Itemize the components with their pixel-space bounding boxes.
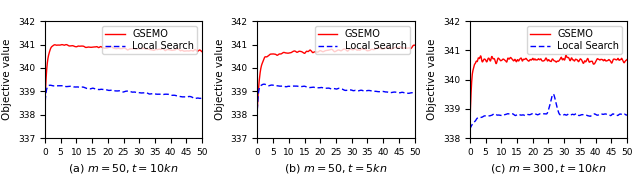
Local Search bbox=[408, 92, 415, 94]
Line: Local Search: Local Search bbox=[470, 94, 627, 129]
Local Search bbox=[195, 97, 203, 99]
Y-axis label: Objective value: Objective value bbox=[428, 39, 437, 120]
GSEMO bbox=[411, 44, 419, 46]
GSEMO bbox=[195, 49, 203, 52]
X-axis label: (b) $m = 50, t = 5kn$: (b) $m = 50, t = 5kn$ bbox=[284, 162, 388, 175]
Local Search bbox=[348, 89, 355, 91]
Local Search bbox=[623, 114, 631, 116]
GSEMO bbox=[541, 58, 549, 60]
Local Search bbox=[46, 84, 54, 86]
GSEMO bbox=[116, 47, 124, 50]
Y-axis label: Objective value: Objective value bbox=[3, 39, 12, 120]
GSEMO bbox=[347, 48, 355, 50]
GSEMO bbox=[623, 58, 631, 60]
GSEMO bbox=[135, 48, 143, 50]
Local Search bbox=[135, 92, 143, 94]
GSEMO bbox=[466, 131, 474, 133]
GSEMO bbox=[170, 49, 178, 51]
Local Search bbox=[549, 93, 557, 95]
GSEMO bbox=[41, 108, 49, 110]
GSEMO bbox=[328, 48, 336, 50]
GSEMO bbox=[559, 58, 567, 60]
X-axis label: (a) $m = 50, t = 10kn$: (a) $m = 50, t = 10kn$ bbox=[68, 162, 179, 175]
GSEMO bbox=[127, 48, 134, 50]
Local Search bbox=[260, 83, 268, 85]
Local Search bbox=[127, 90, 134, 93]
GSEMO bbox=[407, 47, 415, 50]
Line: GSEMO: GSEMO bbox=[470, 55, 627, 132]
GSEMO bbox=[620, 61, 628, 63]
GSEMO bbox=[595, 58, 603, 61]
GSEMO bbox=[551, 60, 559, 62]
GSEMO bbox=[339, 49, 346, 51]
GSEMO bbox=[383, 47, 390, 49]
GSEMO bbox=[562, 54, 570, 56]
Local Search bbox=[339, 88, 347, 90]
GSEMO bbox=[117, 48, 125, 50]
Local Search bbox=[116, 90, 124, 92]
Local Search bbox=[541, 113, 549, 115]
Local Search bbox=[170, 94, 178, 96]
Y-axis label: Objective value: Objective value bbox=[215, 39, 225, 120]
Local Search bbox=[117, 90, 125, 92]
Local Search bbox=[560, 114, 568, 116]
GSEMO bbox=[541, 59, 548, 61]
Local Search bbox=[620, 113, 628, 115]
Local Search bbox=[383, 91, 390, 93]
GSEMO bbox=[253, 107, 261, 110]
X-axis label: (c) $m = 300, t = 10kn$: (c) $m = 300, t = 10kn$ bbox=[490, 162, 607, 175]
Line: Local Search: Local Search bbox=[45, 85, 202, 110]
GSEMO bbox=[198, 51, 206, 53]
Local Search bbox=[198, 97, 206, 99]
Local Search bbox=[466, 128, 474, 130]
Line: GSEMO: GSEMO bbox=[45, 45, 202, 109]
GSEMO bbox=[63, 44, 70, 46]
Local Search bbox=[41, 109, 49, 111]
Local Search bbox=[552, 99, 559, 101]
Line: Local Search: Local Search bbox=[257, 84, 415, 110]
GSEMO bbox=[410, 44, 418, 46]
Local Search bbox=[595, 113, 603, 116]
Line: GSEMO: GSEMO bbox=[257, 45, 415, 109]
Local Search bbox=[253, 109, 261, 111]
Legend: GSEMO, Local Search: GSEMO, Local Search bbox=[102, 26, 197, 54]
Legend: GSEMO, Local Search: GSEMO, Local Search bbox=[527, 26, 622, 54]
GSEMO bbox=[329, 49, 337, 52]
Local Search bbox=[328, 88, 336, 90]
Legend: GSEMO, Local Search: GSEMO, Local Search bbox=[315, 26, 410, 54]
Local Search bbox=[330, 87, 337, 90]
Local Search bbox=[541, 113, 548, 115]
Local Search bbox=[411, 93, 419, 95]
